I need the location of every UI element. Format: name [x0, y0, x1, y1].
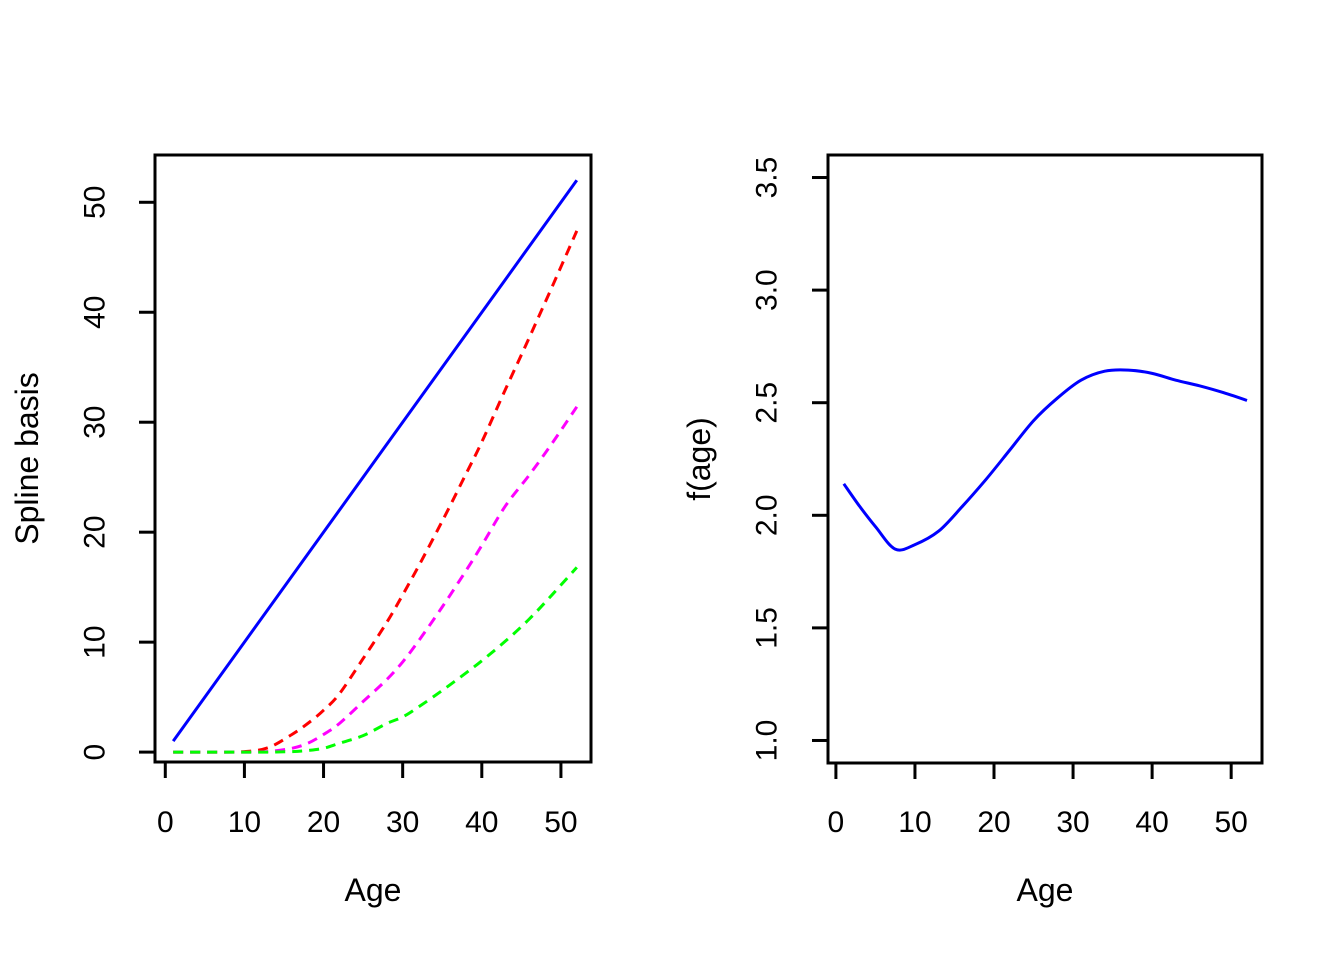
y-axis-tick-label: 10 — [79, 625, 112, 658]
y-axis-title: f(age) — [681, 417, 717, 501]
series-line-truncated-basis-knot-1 — [173, 230, 579, 754]
series-line-truncated-basis-knot-2 — [173, 405, 579, 754]
y-axis-tick-label: 2.5 — [751, 382, 784, 424]
y-axis-tick-label: 0 — [79, 744, 112, 761]
y-axis-tick-label: 30 — [79, 406, 112, 439]
x-axis-tick-label: 50 — [1214, 806, 1247, 839]
y-axis-tick-label: 1.5 — [751, 607, 784, 649]
x-axis-tick-label: 40 — [465, 806, 498, 839]
x-axis-tick-label: 0 — [828, 806, 845, 839]
x-axis-tick-label: 30 — [386, 806, 419, 839]
series-line-fitted-smooth-f-age — [842, 368, 1248, 552]
x-axis-tick-label: 30 — [1056, 806, 1089, 839]
x-axis-tick-label: 20 — [977, 806, 1010, 839]
x-axis-tick-label: 10 — [898, 806, 931, 839]
spline-basis-chart: 0 10 20 30 40 50 0 10 20 30 40 50 Age Spline basis — [9, 153, 593, 908]
x-axis-tick-label: 10 — [228, 806, 261, 839]
y-axis-title: Spline basis — [9, 372, 45, 545]
x-axis-tick-label: 0 — [157, 806, 174, 839]
plot-frame — [153, 153, 593, 764]
x-axis-tick-label: 50 — [544, 806, 577, 839]
fitted-curve-chart: 0 10 20 30 40 50 1.0 1.5 2.0 2.5 3.0 3.5 Age f(age) — [672, 0, 1344, 960]
plot-frame — [826, 153, 1264, 765]
series-line-truncated-basis-knot-3 — [173, 566, 578, 754]
x-axis-tick-label: 40 — [1135, 806, 1168, 839]
y-axis-tick-label: 2.0 — [751, 494, 784, 536]
y-axis-tick-label: 3.5 — [751, 157, 784, 199]
x-axis-tick-label: 20 — [307, 806, 340, 839]
series-line-linear-basis — [171, 179, 579, 742]
y-axis-tick-label: 3.0 — [751, 269, 784, 311]
y-axis-tick-label: 20 — [79, 515, 112, 548]
y-axis-tick-label: 40 — [79, 296, 112, 329]
x-axis-title: Age — [1017, 872, 1074, 908]
y-axis-tick-label: 50 — [79, 186, 112, 219]
y-axis-tick-label: 1.0 — [751, 720, 784, 762]
x-axis-title: Age — [345, 872, 402, 908]
